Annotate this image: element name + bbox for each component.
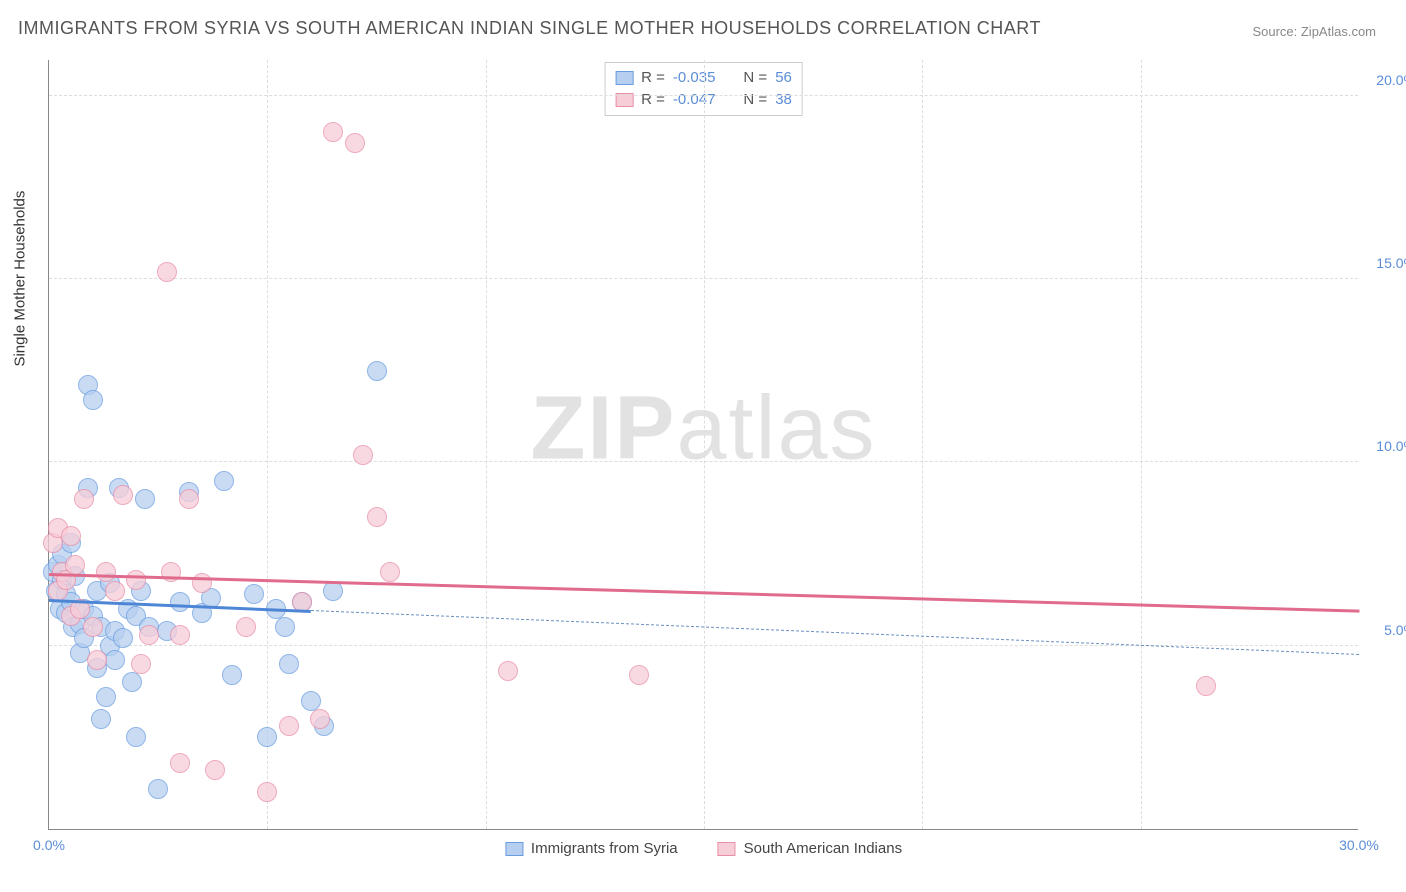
scatter-point bbox=[310, 709, 330, 729]
r-label-2: R = bbox=[641, 89, 665, 111]
scatter-point bbox=[96, 687, 116, 707]
scatter-point bbox=[139, 625, 159, 645]
watermark-light: atlas bbox=[676, 379, 876, 479]
n-label-2: N = bbox=[743, 89, 767, 111]
scatter-point bbox=[205, 760, 225, 780]
scatter-point bbox=[122, 672, 142, 692]
legend-item-1: Immigrants from Syria bbox=[505, 840, 678, 857]
scatter-point bbox=[170, 753, 190, 773]
scatter-point bbox=[275, 617, 295, 637]
scatter-point bbox=[301, 691, 321, 711]
scatter-point bbox=[74, 489, 94, 509]
scatter-point bbox=[353, 445, 373, 465]
scatter-point bbox=[105, 650, 125, 670]
chart-container: IMMIGRANTS FROM SYRIA VS SOUTH AMERICAN … bbox=[0, 0, 1406, 892]
scatter-point bbox=[83, 390, 103, 410]
scatter-point bbox=[214, 471, 234, 491]
scatter-point bbox=[179, 489, 199, 509]
y-tick-label: 5.0% bbox=[1384, 622, 1406, 638]
scatter-point bbox=[131, 654, 151, 674]
x-tick-label: 0.0% bbox=[33, 837, 65, 853]
y-axis-label: Single Mother Households bbox=[12, 191, 29, 367]
scatter-point bbox=[161, 562, 181, 582]
x-tick-label: 30.0% bbox=[1339, 837, 1379, 853]
scatter-point bbox=[91, 709, 111, 729]
n-label-1: N = bbox=[743, 67, 767, 89]
legend-swatch-1 bbox=[505, 842, 523, 856]
scatter-point bbox=[257, 727, 277, 747]
chart-title: IMMIGRANTS FROM SYRIA VS SOUTH AMERICAN … bbox=[18, 18, 1041, 39]
watermark-bold: ZIP bbox=[530, 379, 676, 479]
r-value-1: -0.035 bbox=[673, 67, 716, 89]
scatter-point bbox=[105, 581, 125, 601]
scatter-point bbox=[629, 665, 649, 685]
scatter-point bbox=[345, 133, 365, 153]
scatter-point bbox=[279, 654, 299, 674]
scatter-point bbox=[170, 625, 190, 645]
scatter-point bbox=[279, 716, 299, 736]
scatter-point bbox=[65, 555, 85, 575]
legend-item-2: South American Indians bbox=[718, 840, 902, 857]
scatter-point bbox=[367, 507, 387, 527]
source-label: Source: ZipAtlas.com bbox=[1252, 24, 1376, 39]
n-value-1: 56 bbox=[775, 67, 792, 89]
scatter-point bbox=[126, 570, 146, 590]
bottom-legend: Immigrants from Syria South American Ind… bbox=[505, 840, 902, 857]
y-tick-label: 10.0% bbox=[1376, 438, 1406, 454]
gridline-v bbox=[1141, 60, 1142, 829]
scatter-point bbox=[148, 779, 168, 799]
scatter-point bbox=[498, 661, 518, 681]
y-tick-label: 15.0% bbox=[1376, 255, 1406, 271]
legend-label-2: South American Indians bbox=[744, 840, 902, 857]
scatter-point bbox=[96, 562, 116, 582]
r-label-1: R = bbox=[641, 67, 665, 89]
scatter-point bbox=[236, 617, 256, 637]
scatter-point bbox=[380, 562, 400, 582]
gridline-v bbox=[486, 60, 487, 829]
y-tick-label: 20.0% bbox=[1376, 72, 1406, 88]
scatter-point bbox=[135, 489, 155, 509]
scatter-point bbox=[1196, 676, 1216, 696]
swatch-series-1 bbox=[615, 71, 633, 85]
scatter-point bbox=[222, 665, 242, 685]
scatter-point bbox=[126, 727, 146, 747]
legend-label-1: Immigrants from Syria bbox=[531, 840, 678, 857]
scatter-point bbox=[323, 581, 343, 601]
scatter-point bbox=[157, 262, 177, 282]
scatter-point bbox=[113, 628, 133, 648]
scatter-point bbox=[83, 617, 103, 637]
legend-swatch-2 bbox=[718, 842, 736, 856]
n-value-2: 38 bbox=[775, 89, 792, 111]
scatter-point bbox=[87, 650, 107, 670]
plot-area: ZIPatlas R = -0.035 N = 56 R = -0.047 N … bbox=[48, 60, 1358, 830]
scatter-point bbox=[244, 584, 264, 604]
r-value-2: -0.047 bbox=[673, 89, 716, 111]
scatter-point bbox=[170, 592, 190, 612]
scatter-point bbox=[113, 485, 133, 505]
scatter-point bbox=[61, 526, 81, 546]
trend-line-dashed bbox=[311, 610, 1359, 655]
gridline-v bbox=[922, 60, 923, 829]
scatter-point bbox=[323, 122, 343, 142]
gridline-v bbox=[704, 60, 705, 829]
scatter-point bbox=[367, 361, 387, 381]
scatter-point bbox=[257, 782, 277, 802]
gridline-v bbox=[267, 60, 268, 829]
